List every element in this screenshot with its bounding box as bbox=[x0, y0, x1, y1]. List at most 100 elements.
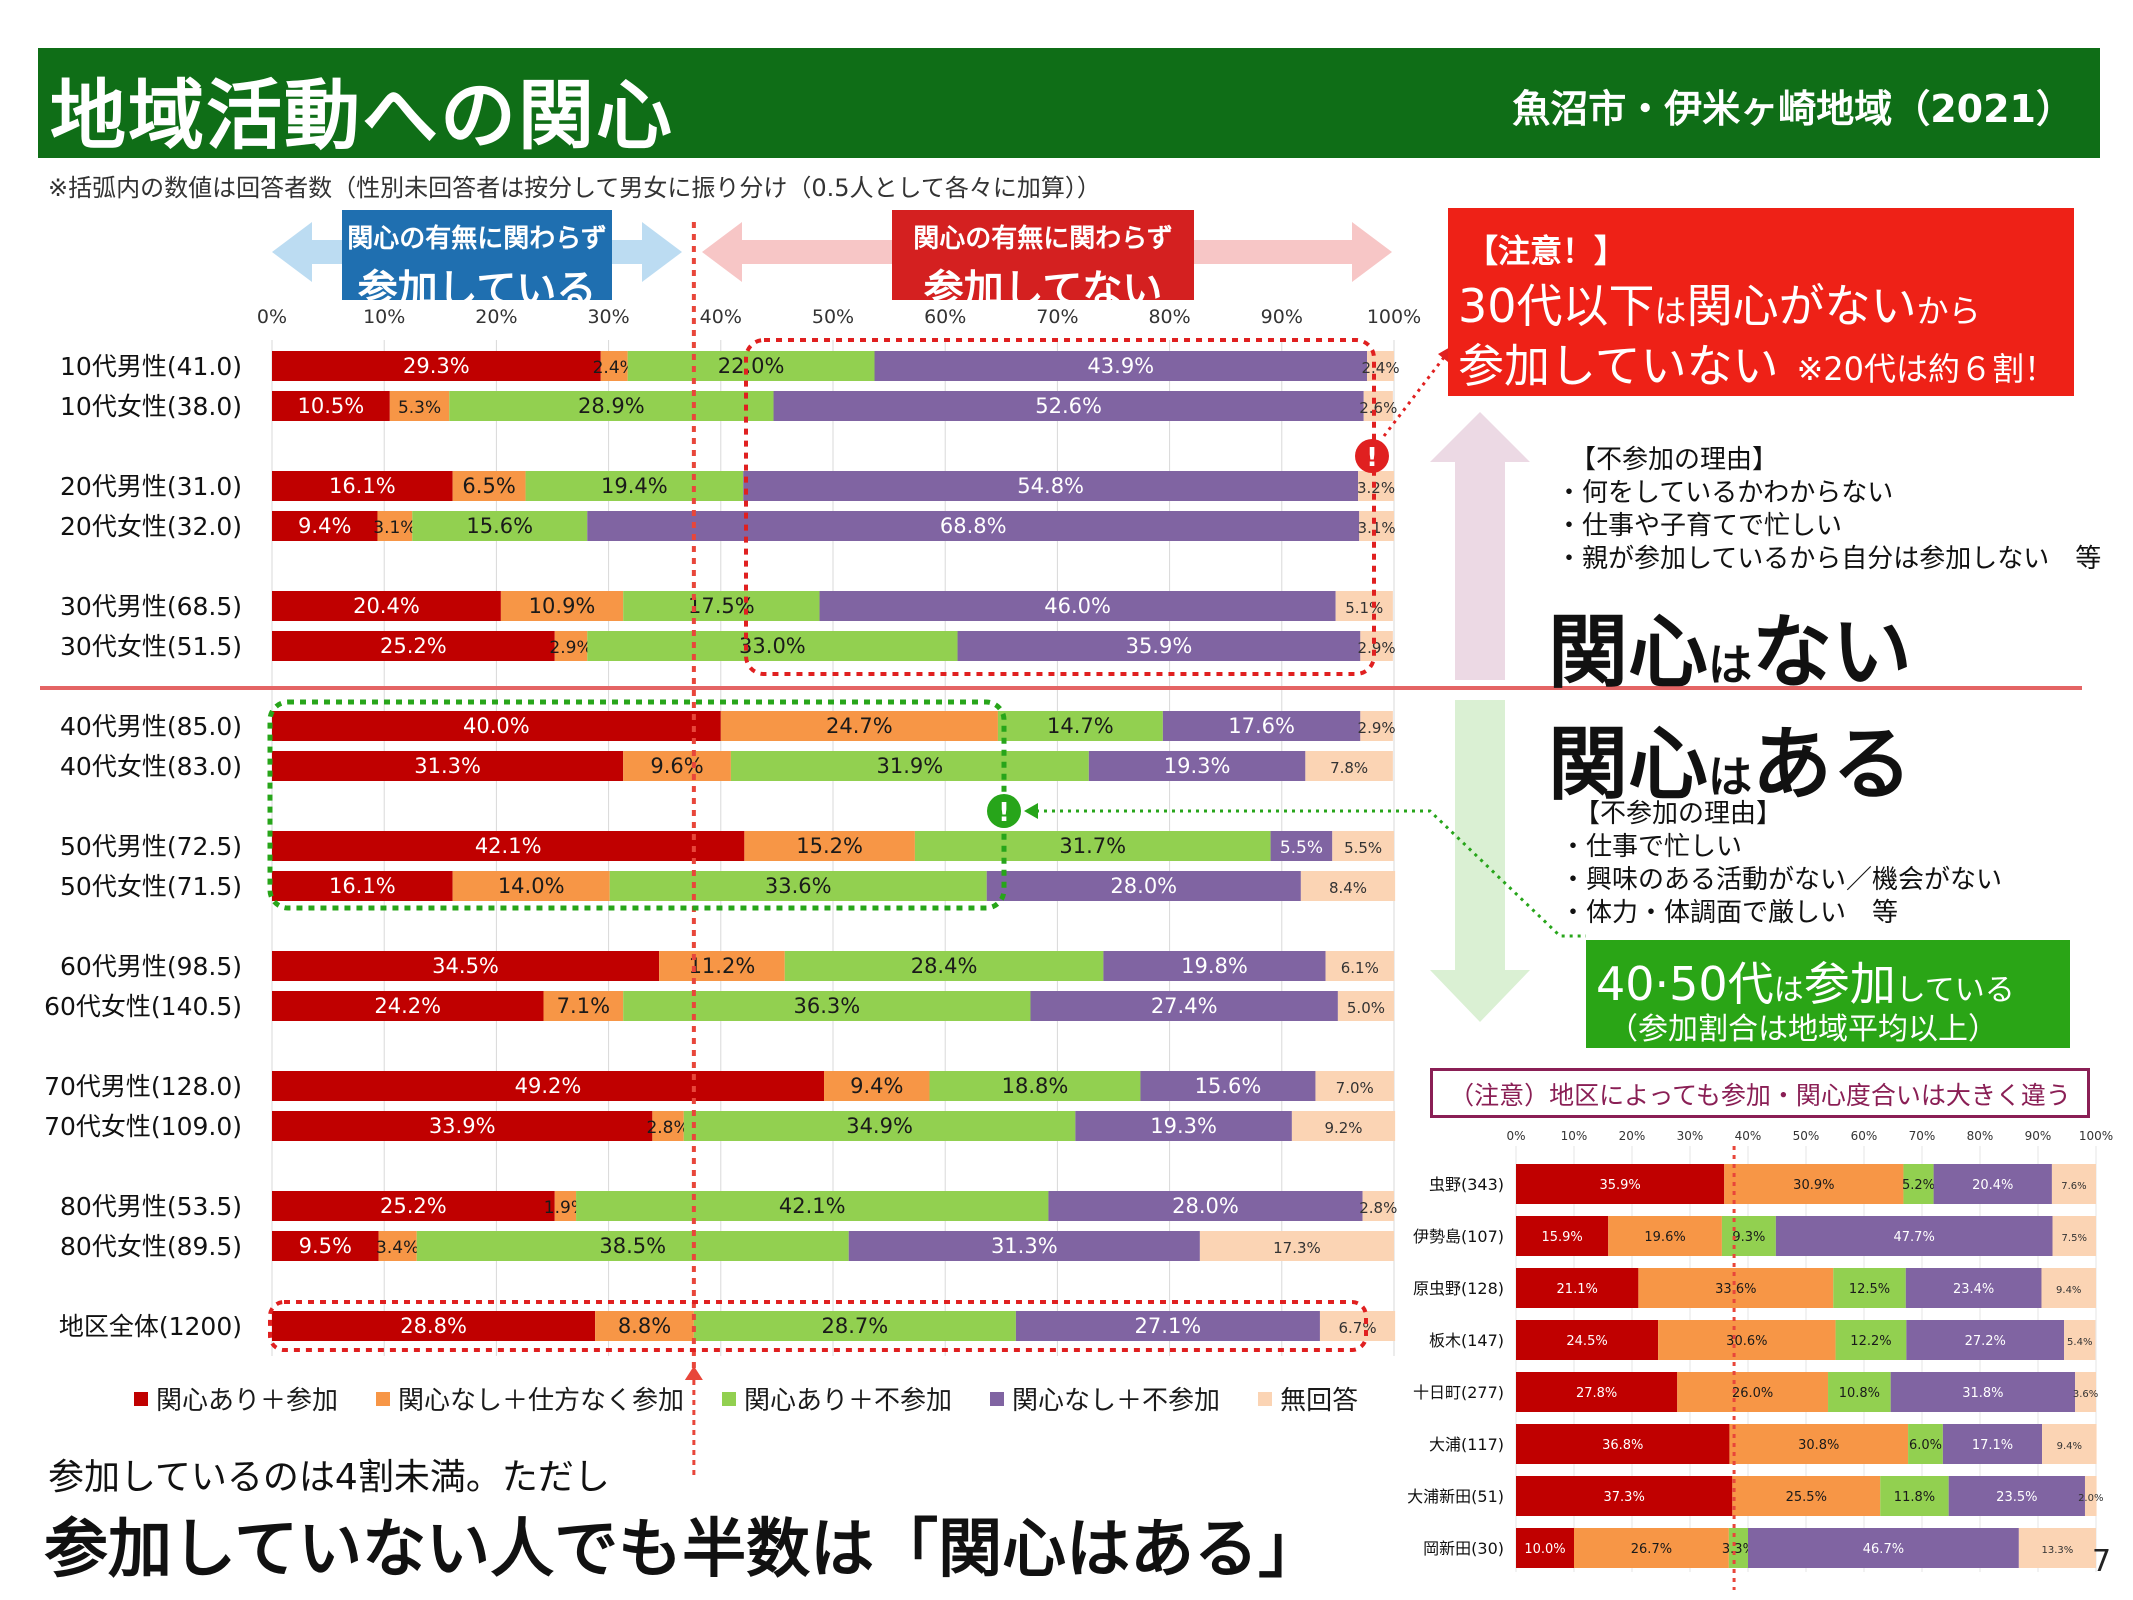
bar-segment bbox=[1724, 1164, 1904, 1204]
bar-segment bbox=[543, 991, 624, 1021]
bar-segment bbox=[389, 391, 450, 421]
green-line1-d: している bbox=[1895, 973, 2015, 1008]
data-label: 26.7% bbox=[1631, 1542, 1672, 1557]
bar-segment bbox=[1270, 831, 1333, 861]
age-40-50-highlight bbox=[267, 699, 1007, 911]
data-label: 5.5% bbox=[1344, 839, 1382, 857]
warning-line1-b: は bbox=[1654, 292, 1687, 330]
bar-segment bbox=[773, 391, 1364, 421]
data-label: 5.3% bbox=[398, 398, 441, 418]
reasons-no-interest: 【不参加の理由】 ・何をしているかわからない ・仕事や子育てで忙しい ・親が参加… bbox=[1556, 444, 2101, 576]
bar-segment bbox=[623, 591, 820, 621]
data-label: 42.1% bbox=[779, 1194, 846, 1218]
legend-item: 関心なし＋仕方なく参加 bbox=[376, 1380, 684, 1417]
bar-segment bbox=[272, 351, 601, 381]
bar-segment bbox=[416, 1231, 849, 1261]
data-label: 9.3% bbox=[1732, 1230, 1765, 1245]
bar-segment bbox=[1162, 711, 1361, 741]
data-label: 3.1% bbox=[1358, 519, 1396, 537]
data-label: 9.4% bbox=[298, 514, 351, 538]
bar-segment bbox=[1728, 1528, 1748, 1568]
bar-segment bbox=[1103, 951, 1326, 981]
data-label: 9.4% bbox=[2057, 1441, 2082, 1452]
data-label: 3.6% bbox=[2073, 1389, 2098, 1400]
x-tick-label: 30% bbox=[587, 306, 629, 328]
data-label: 10.0% bbox=[1524, 1542, 1565, 1557]
bar-segment bbox=[554, 1191, 577, 1221]
data-label: 26.0% bbox=[1732, 1386, 1773, 1401]
bar-segment bbox=[730, 751, 1089, 781]
data-label: 15.2% bbox=[796, 834, 863, 858]
warning-sub: ※20代は約６割！ bbox=[1796, 350, 2056, 388]
row-label: 地区全体(1200) bbox=[59, 1312, 242, 1341]
green-alert-glyph: ! bbox=[998, 798, 1010, 828]
data-label: 33.6% bbox=[1715, 1282, 1756, 1297]
row-label: 板木(147) bbox=[1429, 1331, 1504, 1350]
data-label: 30.6% bbox=[1726, 1334, 1767, 1349]
data-label: 40.0% bbox=[463, 714, 530, 738]
data-label: 30.8% bbox=[1798, 1438, 1839, 1453]
legend-label: 無回答 bbox=[1280, 1386, 1359, 1416]
bar-segment bbox=[1638, 1268, 1834, 1308]
bar-segment bbox=[1890, 1372, 2076, 1412]
data-label: 11.8% bbox=[1894, 1490, 1935, 1505]
respondent-note: ※括弧内の数値は回答者数（性別未回答者は按分して男女に振り分け（0.5人として各… bbox=[48, 174, 1101, 202]
x-tick-label: 40% bbox=[1735, 1129, 1762, 1143]
bar-segment bbox=[1942, 1424, 2043, 1464]
legend-swatch bbox=[722, 1391, 737, 1406]
data-label: 47.7% bbox=[1894, 1230, 1935, 1245]
data-label: 33.0% bbox=[739, 634, 806, 658]
bar-segment bbox=[452, 471, 526, 501]
data-label: 2.9% bbox=[1358, 639, 1396, 657]
bar-segment bbox=[587, 511, 1360, 541]
data-label: 33.6% bbox=[765, 874, 832, 898]
data-label: 2.0% bbox=[2078, 1493, 2103, 1504]
bar-segment bbox=[1516, 1424, 1730, 1464]
bar-segment bbox=[1880, 1476, 1949, 1516]
data-label: 28.7% bbox=[822, 1314, 889, 1338]
data-label: 12.5% bbox=[1849, 1282, 1890, 1297]
data-label: 24.5% bbox=[1566, 1334, 1607, 1349]
bar-segment bbox=[957, 631, 1361, 661]
row-label: 伊勢島(107) bbox=[1413, 1227, 1504, 1246]
bar-segment bbox=[1075, 1111, 1292, 1141]
data-label: 24.7% bbox=[826, 714, 893, 738]
x-tick-label: 70% bbox=[1036, 306, 1078, 328]
data-label: 12.2% bbox=[1850, 1334, 1891, 1349]
bar-segment bbox=[272, 991, 544, 1021]
interest-a: 関心 bbox=[1548, 718, 1708, 811]
data-label: 10.8% bbox=[1839, 1386, 1880, 1401]
bar-segment bbox=[1332, 831, 1394, 861]
bar-segment bbox=[1732, 1476, 1881, 1516]
data-label: 7.5% bbox=[2062, 1233, 2087, 1244]
bar-segment bbox=[525, 471, 744, 501]
reasons-title: 【不参加の理由】 bbox=[1574, 799, 1783, 829]
not-participating-label-box: 関心の有無に関わらず 参加してない bbox=[892, 210, 1194, 313]
row-label: 30代男性(68.5) bbox=[60, 592, 242, 621]
bar-segment bbox=[1291, 1111, 1396, 1141]
bar-segment bbox=[1828, 1372, 1891, 1412]
green-pointer-arrowhead bbox=[1024, 803, 1038, 819]
bar-segment bbox=[1905, 1268, 2042, 1308]
bar-segment bbox=[1748, 1528, 2019, 1568]
red-alert-glyph: ! bbox=[1366, 443, 1378, 473]
legend-label: 関心なし＋仕方なく参加 bbox=[398, 1386, 685, 1416]
legend-swatch bbox=[1258, 1391, 1273, 1406]
bar-segment bbox=[1574, 1528, 1729, 1568]
data-label: 15.9% bbox=[1541, 1230, 1582, 1245]
bar-segment bbox=[2042, 1424, 2097, 1464]
data-label: 21.1% bbox=[1557, 1282, 1598, 1297]
warning-line1-c: 関心がない bbox=[1686, 279, 1917, 333]
green-line1: 40·50代は参加している bbox=[1596, 948, 2015, 1014]
data-label: 7.0% bbox=[1336, 1079, 1374, 1097]
data-label: 46.0% bbox=[1044, 594, 1111, 618]
title-banner: 地域活動への関心 魚沼市・伊米ヶ崎地域（2021） bbox=[38, 48, 2100, 160]
data-label: 25.2% bbox=[380, 1194, 447, 1218]
data-label: 46.7% bbox=[1863, 1542, 1904, 1557]
bar-segment bbox=[2084, 1476, 2097, 1516]
bar-segment bbox=[824, 1071, 930, 1101]
green-pointer bbox=[1028, 809, 1586, 938]
data-label: 3.4% bbox=[376, 1238, 419, 1258]
data-label: 49.2% bbox=[515, 1074, 582, 1098]
